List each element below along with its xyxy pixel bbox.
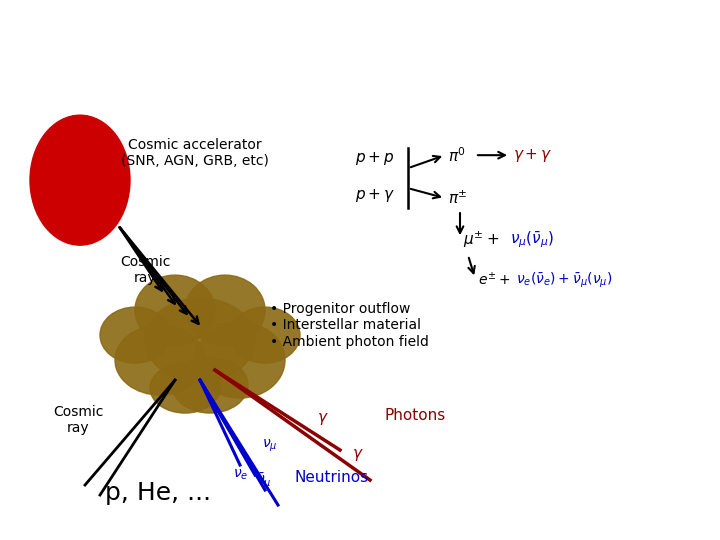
Text: $\nu_e(\bar{\nu}_e)+\bar{\nu}_{\mu}(\nu_{\mu})$: $\nu_e(\bar{\nu}_e)+\bar{\nu}_{\mu}(\nu_… <box>516 271 613 290</box>
Text: Photons: Photons <box>385 408 446 423</box>
Text: $\pi^{\pm}$: $\pi^{\pm}$ <box>448 190 468 207</box>
Text: $p+\gamma$: $p+\gamma$ <box>355 187 395 204</box>
Text: $\bar{\nu}_{\mu}$: $\bar{\nu}_{\mu}$ <box>256 472 271 491</box>
Ellipse shape <box>185 275 265 345</box>
Ellipse shape <box>230 307 300 363</box>
Text: p, He, ...: p, He, ... <box>105 481 211 505</box>
Text: $\gamma$: $\gamma$ <box>352 447 364 463</box>
Text: $\pi^0$: $\pi^0$ <box>448 146 466 165</box>
Text: $\mu^{\pm}+$: $\mu^{\pm}+$ <box>463 230 499 250</box>
Text: $\gamma+\gamma$: $\gamma+\gamma$ <box>513 147 552 164</box>
Ellipse shape <box>195 322 285 398</box>
Text: $\nu_{\mu}(\bar{\nu}_{\mu})$: $\nu_{\mu}(\bar{\nu}_{\mu})$ <box>510 230 554 251</box>
Ellipse shape <box>150 363 220 413</box>
Text: $p+p$: $p+p$ <box>355 150 395 167</box>
Text: $\nu_e$: $\nu_e$ <box>233 468 248 482</box>
Text: $\gamma$: $\gamma$ <box>317 411 329 427</box>
Text: $e^{\pm}+$: $e^{\pm}+$ <box>478 272 510 289</box>
Text: Cosmic
ray: Cosmic ray <box>53 405 103 435</box>
Text: Cosmic
ray: Cosmic ray <box>120 255 170 285</box>
Text: • Progenitor outflow
• Interstellar material
• Ambient photon field: • Progenitor outflow • Interstellar mate… <box>270 302 429 348</box>
Ellipse shape <box>172 357 248 413</box>
Text: Cosmic accelerator
(SNR, AGN, GRB, etc): Cosmic accelerator (SNR, AGN, GRB, etc) <box>121 138 269 168</box>
Ellipse shape <box>100 307 170 363</box>
Ellipse shape <box>145 298 255 382</box>
Ellipse shape <box>135 275 215 345</box>
Text: $\nu_{\mu}$: $\nu_{\mu}$ <box>262 438 277 455</box>
Text: Neutrinos: Neutrinos <box>295 470 369 485</box>
Ellipse shape <box>30 115 130 245</box>
Text: Cosmic ray – γ-ray – Neutrino connection: Cosmic ray – γ-ray – Neutrino connection <box>42 11 678 39</box>
Ellipse shape <box>115 325 205 395</box>
